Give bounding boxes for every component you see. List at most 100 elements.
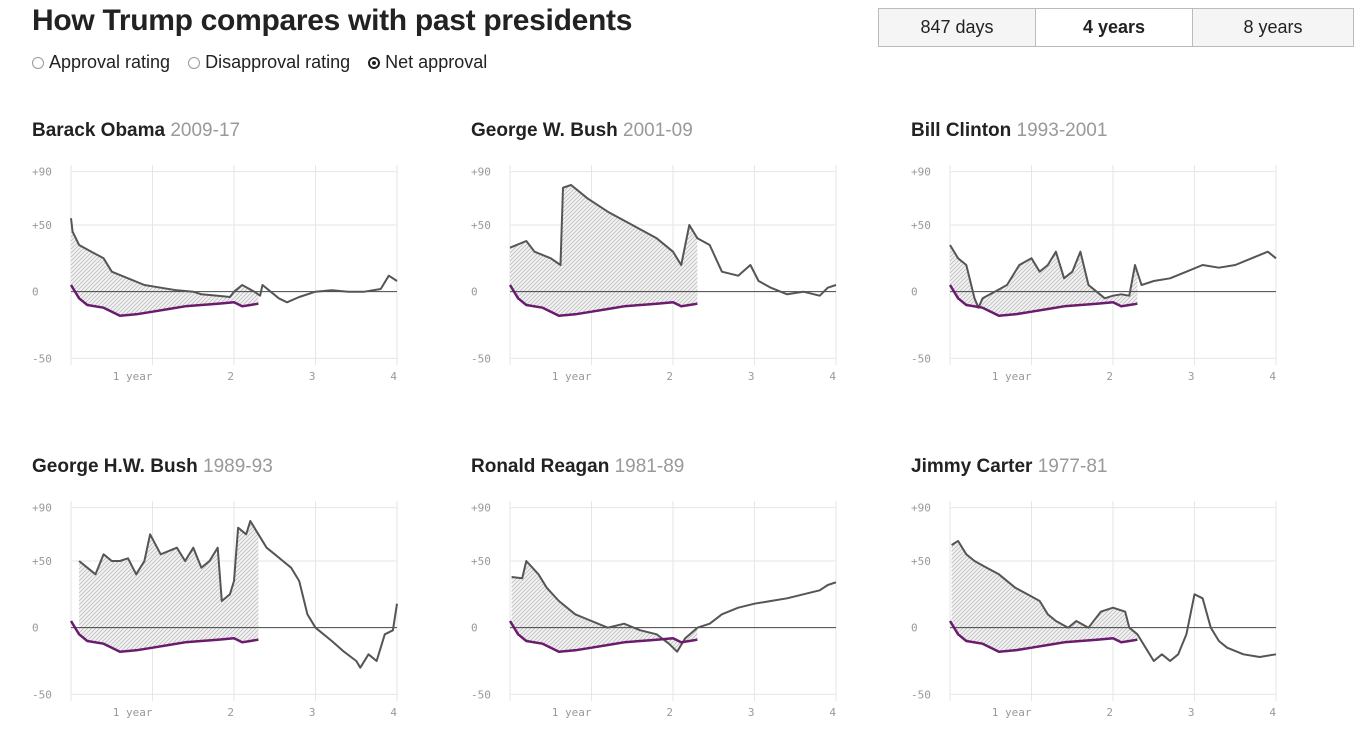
x-tick-label: 4: [829, 370, 836, 383]
time-range-toggle: 847 days 4 years 8 years: [878, 8, 1354, 47]
y-tick-label: +50: [32, 555, 52, 568]
y-tick-label: +90: [32, 502, 52, 515]
president-name: George H.W. Bush: [32, 456, 198, 477]
range-8-years-button[interactable]: 8 years: [1193, 9, 1353, 46]
difference-area: [71, 218, 259, 316]
president-name: Jimmy Carter: [911, 456, 1033, 477]
chart-svg: +90 +50 0 -50 1 year 2 3 4: [911, 501, 1277, 719]
y-tick-label: +90: [471, 166, 491, 179]
y-tick-label: +90: [471, 502, 491, 515]
x-tick-label: 1 year: [992, 370, 1032, 383]
radio-disapproval[interactable]: Disapproval rating: [188, 52, 350, 73]
y-tick-label: +50: [911, 219, 931, 232]
trump-series-line: [508, 620, 698, 653]
chart-title: George H.W. Bush 1989-93: [32, 456, 273, 478]
chart-title: George W. Bush 2001-09: [471, 120, 693, 142]
trump-series-line: [69, 284, 259, 317]
radio-approval-icon[interactable]: [32, 56, 44, 69]
x-tick-label: 2: [666, 706, 673, 719]
chart-title: Ronald Reagan 1981-89: [471, 456, 684, 478]
x-tick-label: 4: [1269, 706, 1276, 719]
range-4-years-button[interactable]: 4 years: [1036, 9, 1193, 46]
radio-disapproval-icon[interactable]: [188, 56, 201, 69]
x-tick-label: 1 year: [113, 370, 153, 383]
metric-radio-group: Approval rating Disapproval rating Net a…: [32, 52, 487, 73]
chart-title: Bill Clinton 1993-2001: [911, 120, 1107, 142]
x-tick-label: 2: [227, 706, 234, 719]
difference-area: [511, 562, 698, 652]
president-series-line: [951, 540, 1277, 662]
radio-approval[interactable]: Approval rating: [32, 52, 170, 73]
radio-net-approval-label: Net approval: [385, 52, 488, 72]
president-series-line: [949, 244, 1277, 309]
chart-panel-reagan: Ronald Reagan 1981-89 +90 +50 0 -50 1 year 2 3…: [471, 456, 891, 736]
x-tick-label: 4: [829, 706, 836, 719]
chart-svg: +90 +50 0 -50 1 year 2 3 4: [471, 165, 837, 383]
chart-svg: +90 +50 0 -50 1 year 2 3 4: [32, 165, 398, 383]
x-tick-label: 4: [1269, 370, 1276, 383]
x-tick-label: 2: [227, 370, 234, 383]
x-tick-label: 3: [748, 370, 755, 383]
president-name: Barack Obama: [32, 120, 166, 141]
chart-svg: +90 +50 0 -50 1 year 2 3 4: [911, 165, 1277, 383]
y-tick-label: 0: [32, 622, 39, 635]
y-tick-label: -50: [911, 688, 931, 701]
president-years: 2001-09: [623, 120, 693, 141]
president-years: 1989-93: [203, 456, 273, 477]
x-tick-label: 3: [1188, 370, 1195, 383]
y-tick-label: 0: [911, 286, 918, 299]
y-tick-label: 0: [911, 622, 918, 635]
y-tick-label: +90: [911, 502, 931, 515]
range-847-days-button[interactable]: 847 days: [879, 9, 1036, 46]
y-tick-label: -50: [32, 688, 52, 701]
president-years: 1993-2001: [1016, 120, 1108, 141]
y-tick-label: +90: [32, 166, 52, 179]
chart-svg: +90 +50 0 -50 1 year 2 3 4: [32, 501, 398, 719]
x-tick-label: 3: [309, 706, 316, 719]
president-years: 1981-89: [614, 456, 685, 477]
chart-svg: +90 +50 0 -50 1 year 2 3 4: [471, 501, 837, 719]
y-tick-label: +90: [911, 166, 931, 179]
y-tick-label: +50: [32, 219, 52, 232]
radio-net-approval[interactable]: Net approval: [368, 52, 487, 73]
y-tick-label: -50: [471, 352, 491, 365]
y-tick-label: +50: [911, 555, 931, 568]
y-tick-label: -50: [32, 352, 52, 365]
x-tick-label: 1 year: [113, 706, 153, 719]
y-tick-label: 0: [32, 286, 39, 299]
chart-panel-obama: Barack Obama 2009-17 +90 +50 0 -50 1 year 2 3 4: [32, 120, 452, 400]
y-tick-label: -50: [911, 352, 931, 365]
x-tick-label: 4: [390, 706, 397, 719]
radio-approval-label: Approval rating: [49, 52, 171, 72]
trump-series-line: [948, 620, 1138, 653]
chart-panel-gw-bush: George W. Bush 2001-09 +90 +50 0 -50 1 year 2…: [471, 120, 891, 400]
president-years: 2009-17: [170, 120, 241, 141]
difference-area: [951, 541, 1138, 652]
x-tick-label: 1 year: [552, 370, 592, 383]
president-name: Bill Clinton: [911, 120, 1012, 141]
trump-series-line: [508, 284, 698, 317]
difference-area: [510, 185, 698, 316]
y-tick-label: 0: [471, 622, 478, 635]
page-title: How Trump compares with past presidents: [32, 4, 633, 37]
y-tick-label: -50: [471, 688, 491, 701]
chart-title: Barack Obama 2009-17: [32, 120, 240, 142]
x-tick-label: 2: [1106, 370, 1113, 383]
president-name: George W. Bush: [471, 120, 618, 141]
x-tick-label: 3: [748, 706, 755, 719]
chart-panel-ghw-bush: George H.W. Bush 1989-93 +90 +50 0 -50 1 yea…: [32, 456, 452, 736]
president-series-line: [511, 560, 837, 653]
x-tick-label: 2: [1106, 706, 1113, 719]
y-tick-label: 0: [471, 286, 478, 299]
x-tick-label: 2: [666, 370, 673, 383]
trump-series-line: [948, 284, 1138, 317]
y-tick-label: +50: [471, 219, 491, 232]
radio-disapproval-label: Disapproval rating: [205, 52, 351, 72]
x-tick-label: 4: [390, 370, 397, 383]
radio-net-approval-icon[interactable]: [368, 56, 381, 69]
x-tick-label: 3: [309, 370, 316, 383]
difference-area: [950, 245, 1138, 316]
president-name: Ronald Reagan: [471, 456, 610, 477]
x-tick-label: 1 year: [992, 706, 1032, 719]
president-series-line: [509, 184, 837, 297]
